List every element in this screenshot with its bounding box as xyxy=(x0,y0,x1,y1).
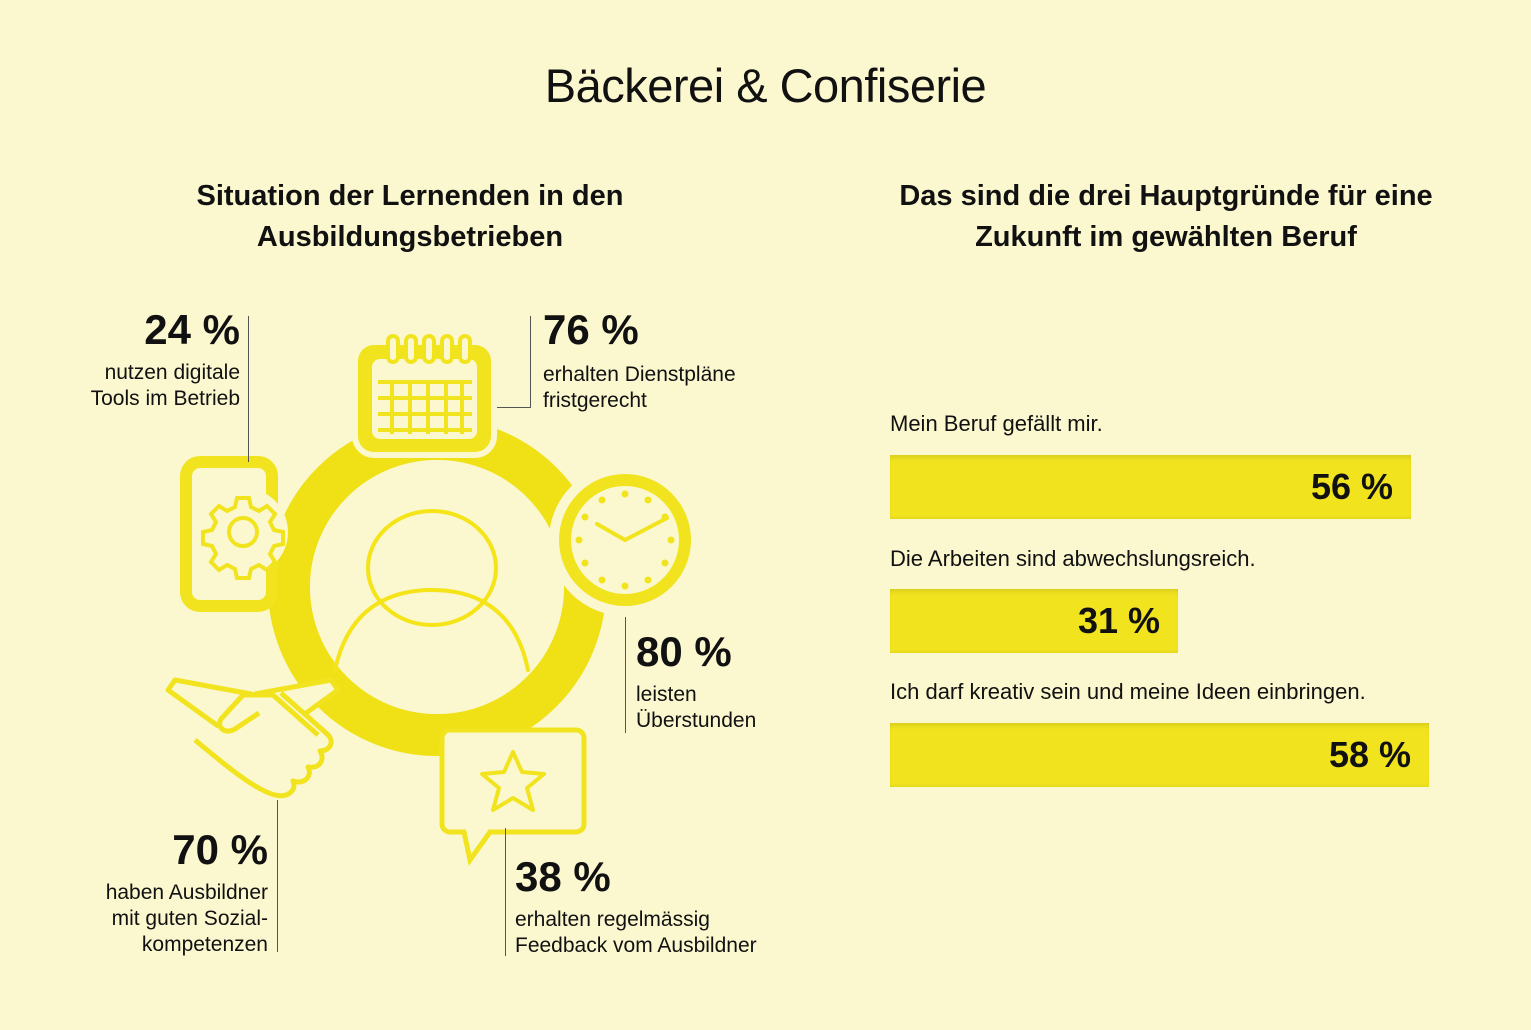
page-title: Bäckerei & Confiserie xyxy=(544,59,987,112)
right-section-title: Das sind die drei Hauptgründe für eine Z… xyxy=(866,176,1466,258)
bar-value-2: 58 % xyxy=(1328,734,1411,775)
clock-icon xyxy=(549,464,701,616)
stat-social-line3: kompetenzen xyxy=(141,933,268,956)
bar-1: 31 % xyxy=(890,589,1178,653)
bar-2: 58 % xyxy=(890,723,1429,787)
bar-label-1: Die Arbeiten sind abwechslungsreich. xyxy=(890,546,1256,571)
stat-feedback-line2: Feedback vom Ausbildner xyxy=(515,934,757,957)
stat-digital-tools-line2: Tools im Betrieb xyxy=(90,387,240,410)
bar-chart: Mein Beruf gefällt mir. 56 % Die Arbeite… xyxy=(890,405,1490,805)
person-icon xyxy=(333,509,530,672)
stat-digital-tools-text: nutzen digitale Tools im Betrieb xyxy=(40,360,240,412)
stat-social: 70 % haben Ausbildner mit guten Sozial- … xyxy=(60,828,268,958)
stat-overtime-text: leisten Überstunden xyxy=(636,682,856,734)
stat-digital-tools-line1: nutzen digitale xyxy=(104,361,240,384)
stat-digital-tools: 24 % nutzen digitale Tools im Betrieb xyxy=(40,308,240,412)
right-title-line2: Zukunft im gewählten Beruf xyxy=(975,221,1357,253)
right-title-line1: Das sind die drei Hauptgründe für eine xyxy=(899,180,1433,212)
stat-feedback-text: erhalten regelmässig Feedback vom Ausbil… xyxy=(515,907,815,959)
stat-social-text: haben Ausbildner mit guten Sozial- kompe… xyxy=(60,880,268,958)
left-title-line2: Ausbildungsbetrieben xyxy=(256,221,564,253)
stat-overtime-value: 80 % xyxy=(636,628,732,675)
connector-80 xyxy=(625,617,626,733)
stat-overtime-line2: Überstunden xyxy=(636,709,757,732)
bar-label-0: Mein Beruf gefällt mir. xyxy=(890,411,1103,436)
connector-70 xyxy=(277,800,278,952)
stat-social-value: 70 % xyxy=(172,826,268,873)
stat-schedule-line2: fristgerecht xyxy=(543,389,647,412)
left-title-line1: Situation der Lernenden in den xyxy=(196,180,624,212)
left-section-title: Situation der Lernenden in den Ausbildun… xyxy=(130,176,690,258)
bar-value-0: 56 % xyxy=(1310,466,1393,507)
stat-schedule-line1: erhalten Dienstpläne xyxy=(543,363,736,386)
bar-label-2: Ich darf kreativ sein und meine Ideen ei… xyxy=(890,679,1366,704)
stat-feedback: 38 % erhalten regelmässig Feedback vom A… xyxy=(515,855,815,959)
connector-24 xyxy=(248,316,249,462)
stat-social-line2: mit guten Sozial- xyxy=(111,907,268,930)
stat-overtime: 80 % leisten Überstunden xyxy=(636,630,856,734)
stat-feedback-line1: erhalten regelmässig xyxy=(515,908,710,931)
stat-digital-tools-value: 24 % xyxy=(144,306,240,353)
connector-38 xyxy=(505,828,506,956)
stat-overtime-line1: leisten xyxy=(636,683,697,706)
bar-0: 56 % xyxy=(890,455,1411,519)
calendar-icon xyxy=(352,334,497,458)
smartphone-gear-icon xyxy=(180,456,288,612)
bar-value-1: 31 % xyxy=(1077,600,1160,641)
stat-schedule-value: 76 % xyxy=(543,306,639,353)
stat-schedule-text: erhalten Dienstpläne fristgerecht xyxy=(543,362,803,414)
stat-schedule: 76 % erhalten Dienstpläne fristgerecht xyxy=(543,308,803,414)
connector-76-h xyxy=(497,407,531,408)
connector-76 xyxy=(530,316,531,408)
star-speech-bubble-icon xyxy=(439,727,587,867)
handshake-icon xyxy=(165,677,341,799)
stat-social-line1: haben Ausbildner xyxy=(105,881,268,904)
stat-feedback-value: 38 % xyxy=(515,853,611,900)
